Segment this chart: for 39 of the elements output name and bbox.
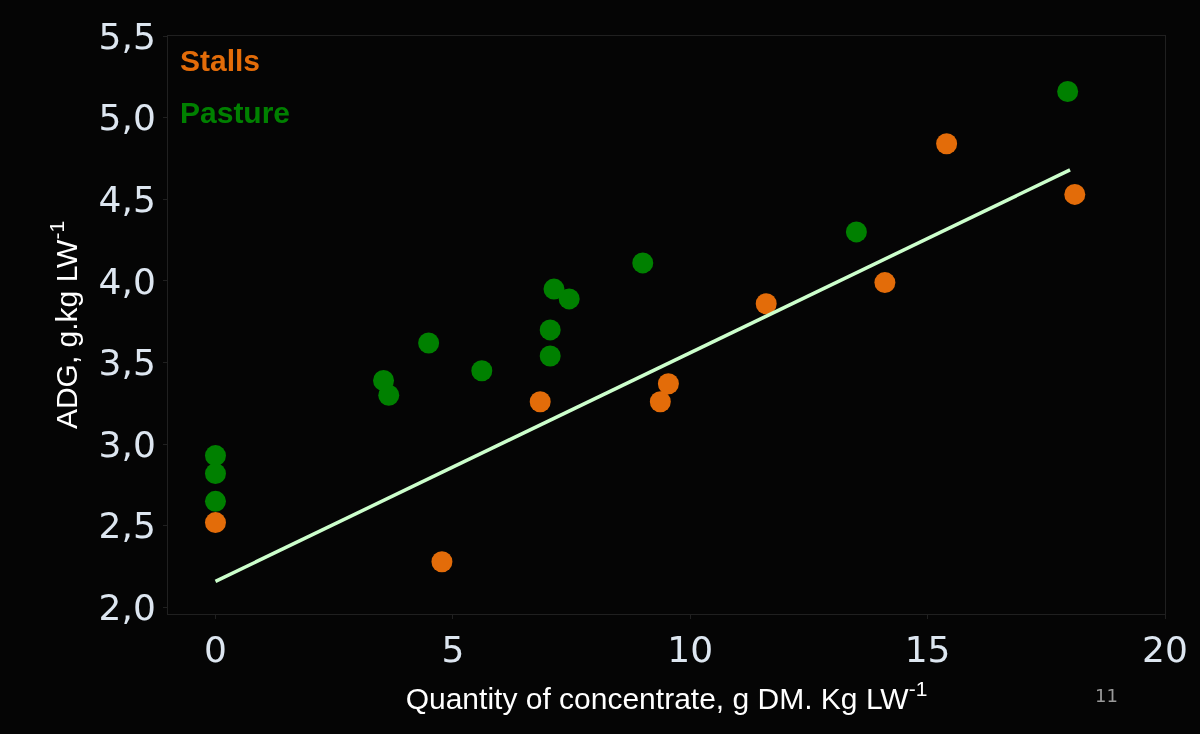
x-axis-title: Quantity of concentrate, g DM. Kg LW$^{-1}$ [405,677,928,715]
y-tick-label: 5,0 [98,97,156,139]
text: Pasture [180,96,291,129]
point [649,391,671,413]
point [936,133,958,155]
point [1057,81,1079,102]
x-tick-label: 0 [204,629,227,671]
y-tick-label: 5,5 [98,15,156,57]
point [471,360,493,382]
point [539,319,561,341]
point [1064,183,1086,205]
x-tick-label: 20 [1142,629,1188,671]
point [539,345,561,367]
point [529,391,551,413]
point [378,384,400,406]
point [418,332,440,354]
point [874,272,896,294]
x-tick-label: 5 [441,629,465,671]
y-tick-label: 4,5 [98,178,156,220]
point [431,551,453,573]
point [755,293,777,315]
x-tick-label: 15 [904,629,951,671]
y-tick-label: 2,0 [98,587,156,629]
point [204,490,226,512]
point [204,463,226,485]
y-tick-label: 3,5 [98,342,156,384]
x-tick-label: 10 [667,629,714,671]
point [657,373,679,395]
point [543,278,565,300]
point [204,445,226,467]
y-tick-label: 2,5 [98,505,156,547]
point [845,221,867,243]
y-tick-label: 3,0 [98,423,156,465]
text: Stalls [180,44,261,77]
text: 11 [1095,685,1118,706]
point [558,288,580,310]
point [632,252,654,274]
point [204,512,226,534]
y-tick-label: 4,0 [98,260,156,302]
